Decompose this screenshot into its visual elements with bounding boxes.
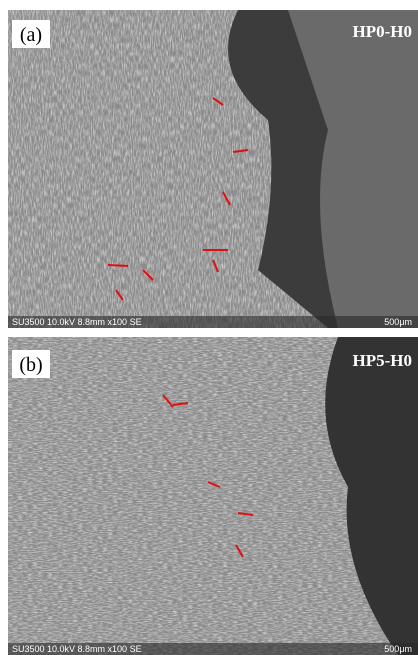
panel-label: (a) <box>20 24 42 46</box>
panel-b: (b) HP5-H0 SU3500 10.0kV 8.8mm x100 SE 5… <box>8 337 418 655</box>
footer: SU3500 10.0kV 8.8mm x100 SE <box>12 317 142 327</box>
sample-name: HP0-H0 <box>353 22 413 41</box>
panel-label: (b) <box>19 354 42 376</box>
panel-a: (a) HP0-H0 SU3500 10.0kV 8.8mm x100 SE 5… <box>8 10 418 328</box>
footer: SU3500 10.0kV 8.8mm x100 SE <box>12 644 142 654</box>
scale-label: 500μm <box>384 317 412 327</box>
scale-label: 500μm <box>384 644 412 654</box>
figure: (a) HP0-H0 SU3500 10.0kV 8.8mm x100 SE 5… <box>0 0 418 655</box>
sample-name: HP5-H0 <box>353 351 413 370</box>
